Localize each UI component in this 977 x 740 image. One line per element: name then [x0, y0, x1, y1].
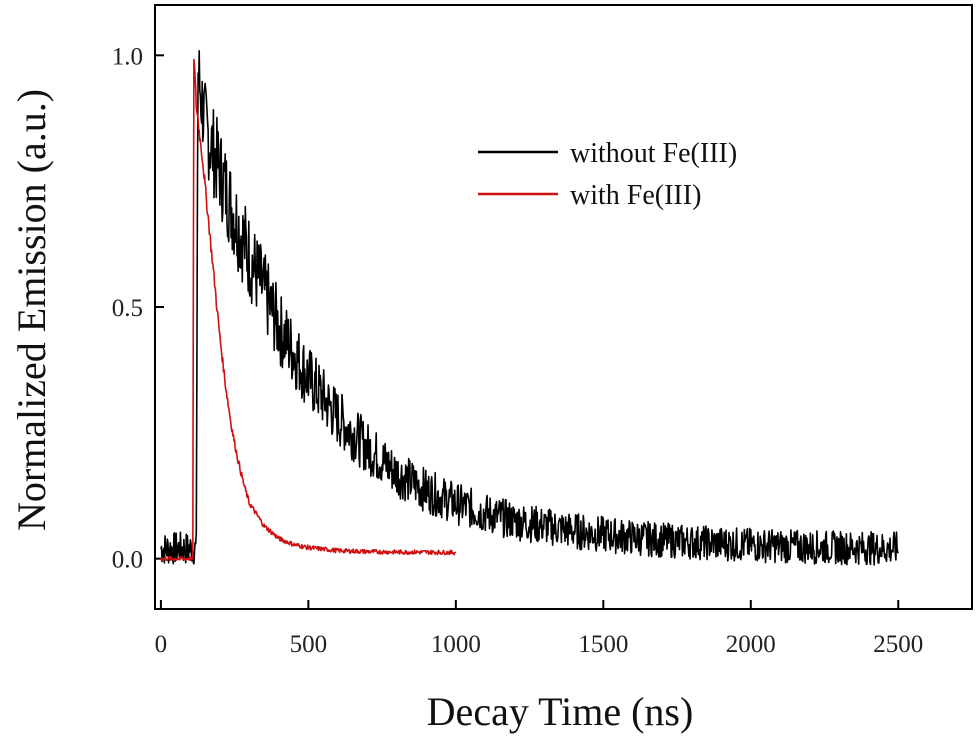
x-tick-label: 2500 — [873, 631, 923, 658]
x-tick-label: 500 — [290, 631, 328, 658]
series-line — [160, 58, 457, 562]
legend: without Fe(III) with Fe(III) — [478, 138, 737, 211]
x-axis-ticks: 0 500 1000 1500 2000 2500 — [155, 600, 923, 658]
x-tick-label: 2000 — [726, 631, 776, 658]
y-axis-ticks: 0.0 0.5 1.0 — [112, 43, 164, 574]
y-tick-label: 0.5 — [112, 295, 143, 322]
series-line — [160, 50, 899, 566]
series-0 — [160, 50, 899, 566]
y-axis-title: Normalized Emission (a.u.) — [9, 89, 54, 531]
x-tick-label: 0 — [155, 631, 168, 658]
y-tick-label: 1.0 — [112, 43, 143, 70]
x-tick-label: 1000 — [431, 631, 481, 658]
y-tick-label: 0.0 — [112, 547, 143, 574]
series-layer — [160, 50, 899, 566]
x-tick-label: 1500 — [578, 631, 628, 658]
x-axis-title: Decay Time (ns) — [427, 689, 694, 734]
legend-label: with Fe(III) — [570, 180, 701, 211]
series-1 — [160, 58, 457, 562]
legend-label: without Fe(III) — [570, 138, 737, 169]
